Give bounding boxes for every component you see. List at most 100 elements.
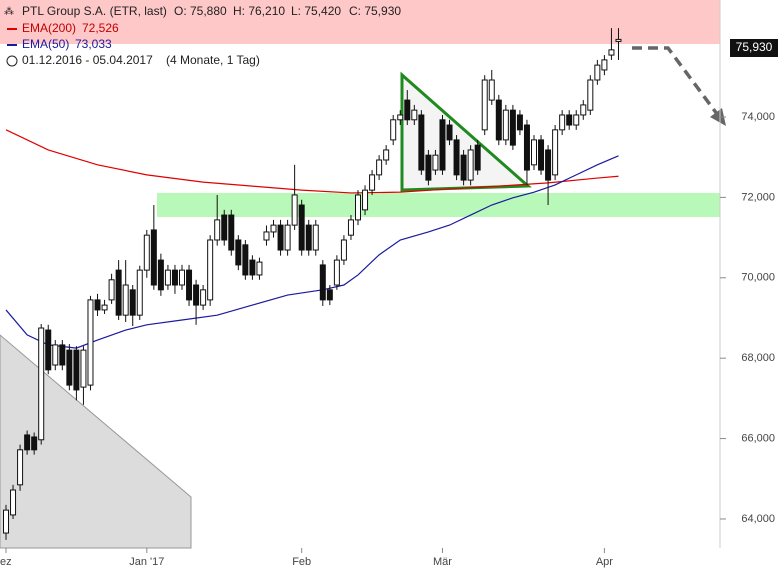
legend-value: 73,033	[75, 37, 112, 51]
x-tick-label: Mär	[433, 556, 452, 568]
candle-body	[495, 99, 502, 141]
candle-body	[305, 224, 312, 251]
candle-body	[171, 269, 178, 286]
ema-line	[5, 155, 619, 349]
candle-body	[186, 269, 193, 301]
candle-body	[242, 244, 249, 276]
candle-body	[516, 114, 523, 131]
candle-body	[122, 284, 129, 316]
candle-body	[24, 434, 31, 451]
last-price-label: 75,930	[736, 40, 773, 54]
candle-body	[101, 304, 108, 311]
x-tick-label: Feb	[292, 556, 311, 568]
candle-body	[446, 124, 453, 141]
x-tick-label: Jan '17	[129, 556, 164, 568]
legend: ⁂ PTL Group S.A. (ETR, last) O: 75,880 H…	[4, 4, 401, 67]
legend-value: 72,526	[82, 21, 119, 35]
candle-body	[263, 231, 270, 241]
y-tick-label: 74,000	[741, 111, 775, 123]
candle-body	[256, 261, 263, 276]
forecast-arrow	[632, 46, 722, 120]
candle-body	[87, 299, 94, 386]
candle-body	[383, 149, 390, 161]
candle-body	[284, 224, 291, 251]
candle-body	[509, 109, 516, 146]
candle-body	[432, 154, 439, 171]
candle-body	[418, 114, 425, 171]
ohlc: H: 76,210	[233, 4, 285, 18]
period-note: (4 Monate, 1 Tag)	[166, 53, 260, 67]
candle-body	[411, 109, 418, 121]
candle-body	[129, 289, 136, 316]
support-zone	[157, 193, 720, 217]
legend-label: EMA(200)	[22, 21, 76, 35]
candle-body	[587, 79, 594, 111]
period: 01.12.2016 - 05.04.2017	[22, 53, 153, 67]
candle-body	[404, 99, 411, 121]
candle-body	[31, 436, 38, 451]
candle-body	[369, 174, 376, 191]
legend-label: EMA(50)	[22, 37, 69, 51]
candle-body	[502, 109, 509, 141]
candle-body	[3, 509, 9, 534]
candle-body	[73, 349, 80, 391]
candle-body	[38, 327, 45, 441]
candle-body	[580, 104, 587, 116]
candle-body	[80, 349, 87, 388]
candle-body	[559, 114, 566, 131]
candle-body	[200, 289, 207, 306]
candle-body	[355, 194, 361, 221]
candle-body	[10, 489, 17, 516]
candle-body	[439, 119, 446, 171]
ohlc: L: 75,420	[291, 4, 341, 18]
candle-body	[467, 149, 474, 181]
y-tick-label: 66,000	[741, 432, 775, 444]
candle-body	[425, 154, 432, 181]
y-tick-label: 72,000	[741, 191, 775, 203]
icon: ⁂	[4, 7, 14, 18]
x-tick-label: ez	[0, 556, 12, 568]
candle-body	[481, 79, 488, 131]
down-channel	[0, 334, 192, 549]
candle-body	[143, 234, 150, 271]
candle-body	[347, 219, 354, 236]
candle-body	[207, 239, 214, 301]
candle-body	[291, 194, 298, 226]
candle-body	[333, 259, 340, 286]
candle-body	[594, 64, 601, 81]
clock-icon	[6, 55, 18, 67]
y-tick-label: 70,000	[741, 272, 775, 284]
candle-body	[545, 149, 552, 181]
arrow-head	[710, 108, 726, 126]
candle-body	[460, 154, 467, 181]
candle-body	[45, 329, 52, 371]
candle-body	[52, 344, 59, 366]
candle-body	[340, 239, 347, 261]
candle-body	[17, 449, 24, 486]
candle-body	[136, 269, 143, 316]
chart-title: PTL Group S.A. (ETR, last)	[22, 4, 167, 18]
candle-body	[376, 159, 383, 176]
candle-body	[108, 279, 115, 301]
candle-body	[566, 114, 573, 126]
candle-body	[193, 284, 200, 306]
candle-body	[59, 344, 66, 366]
candle-body	[538, 139, 545, 171]
candle-body	[573, 114, 580, 126]
candle-body	[319, 264, 326, 301]
candle-body	[157, 259, 164, 291]
candle-body	[326, 289, 333, 301]
candle-body	[312, 224, 319, 251]
ohlc: C: 75,930	[349, 4, 401, 18]
candle-body	[150, 229, 157, 286]
candle-body	[390, 119, 397, 141]
candle-body	[362, 189, 369, 211]
candle-body	[531, 139, 537, 166]
candle-body	[615, 38, 622, 42]
candle-body	[474, 144, 481, 171]
y-tick-label: 68,000	[741, 352, 775, 364]
candle-body	[453, 139, 460, 176]
candle-body	[608, 49, 615, 56]
candle-body	[552, 129, 559, 176]
